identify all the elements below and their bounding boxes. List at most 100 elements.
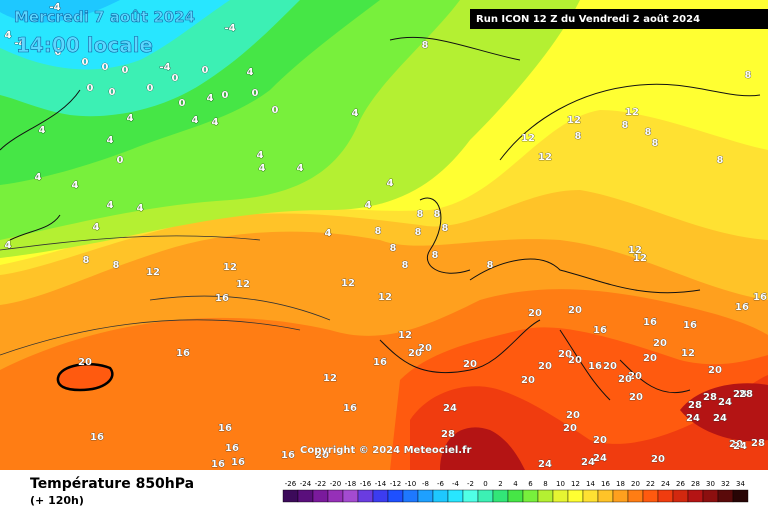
legend-swatch <box>402 489 419 503</box>
legend-label: 20 <box>631 480 640 488</box>
legend-swatch <box>687 489 704 503</box>
contour-label: 16 <box>215 293 229 304</box>
contour-label: 8 <box>575 131 582 142</box>
contour-label: 24 <box>443 403 457 414</box>
contour-label: 0 <box>252 88 259 99</box>
contour-label: 0 <box>55 47 62 58</box>
legend-label: 32 <box>721 480 730 488</box>
legend-swatch <box>312 489 329 503</box>
contour-label: 20 <box>729 439 743 450</box>
contour-label: 8 <box>402 260 409 271</box>
contour-label: 4 <box>93 222 100 233</box>
legend-label: 8 <box>543 480 547 488</box>
legend-swatch <box>522 489 539 503</box>
contour-label: 12 <box>223 262 237 273</box>
contour-label: 8 <box>717 155 724 166</box>
contour-label: 12 <box>538 152 552 163</box>
contour-label: 16 <box>343 403 357 414</box>
contour-label: 0 <box>147 83 154 94</box>
contour-label: 24 <box>718 397 732 408</box>
contour-label: 0 <box>122 65 129 76</box>
contour-label: 20 <box>538 361 552 372</box>
contour-label: 4 <box>107 200 114 211</box>
contour-label: 20 <box>566 410 580 421</box>
legend-swatch <box>342 489 359 503</box>
contour-label: 4 <box>297 163 304 174</box>
legend-label: -24 <box>300 480 312 488</box>
zone-minus <box>0 0 120 23</box>
contour-label: 4 <box>352 108 359 119</box>
contour-label: 16 <box>643 317 657 328</box>
contour-label: 0 <box>172 73 179 84</box>
contour-label: 4 <box>137 203 144 214</box>
legend-swatch <box>627 489 644 503</box>
legend-label: -12 <box>390 480 401 488</box>
contour-label: 28 <box>441 429 455 440</box>
contour-label: 16 <box>683 320 697 331</box>
legend-swatch <box>297 489 314 503</box>
legend-swatch <box>612 489 629 503</box>
legend-swatch <box>597 489 614 503</box>
time-text: 14:00 locale <box>16 33 153 57</box>
legend-label: 4 <box>513 480 518 488</box>
coastline <box>0 36 761 401</box>
contour-label: 16 <box>373 357 387 368</box>
isotherm <box>0 235 331 356</box>
contour-label: 8 <box>487 260 494 271</box>
legend-label: -18 <box>345 480 356 488</box>
contour-label: 0 <box>179 98 186 109</box>
legend-swatch <box>282 489 299 503</box>
legend-label: 18 <box>616 480 625 488</box>
contour-label: 4 <box>5 240 12 251</box>
contour-label: 20 <box>653 338 667 349</box>
legend-label: 16 <box>601 480 610 488</box>
contour-label: 8 <box>415 227 422 238</box>
contour-label: 0 <box>117 155 124 166</box>
legend-label: -6 <box>437 480 445 488</box>
contour-label: 16 <box>231 457 245 468</box>
contour-label: 16 <box>218 423 232 434</box>
contour-label: 20 <box>563 423 577 434</box>
contour-label: 4 <box>212 117 219 128</box>
contour-label: 20 <box>651 454 665 465</box>
contour-label: 4 <box>207 93 214 104</box>
legend-swatch <box>732 489 749 503</box>
contour-label: 8 <box>745 70 752 81</box>
contour-label: -4 <box>14 38 25 49</box>
contour-label: 16 <box>281 450 295 461</box>
contour-label: 12 <box>625 107 639 118</box>
contour-label: 16 <box>593 325 607 336</box>
contour-label: 28 <box>733 389 747 400</box>
footer-title: Température 850hPa <box>30 476 194 492</box>
legend-swatch <box>372 489 389 503</box>
contour-label: -4 <box>159 62 170 73</box>
legend-swatch <box>447 489 464 503</box>
legend-swatch <box>567 489 584 503</box>
legend-swatch <box>462 489 479 503</box>
legend-label: -20 <box>330 480 341 488</box>
contour-label: 4 <box>72 180 79 191</box>
legend-swatch <box>552 489 569 503</box>
contour-label: 24 <box>538 459 552 470</box>
contour-label: 8 <box>622 120 629 131</box>
legend-label: 14 <box>586 480 595 488</box>
contour-label: 16 <box>588 361 602 372</box>
contour-label: 8 <box>652 138 659 149</box>
contour-label: 28 <box>739 389 753 400</box>
contour-label: 12 <box>398 330 412 341</box>
legend-label: -4 <box>452 480 460 488</box>
contour-label: 20 <box>568 355 582 366</box>
legend-swatch <box>642 489 659 503</box>
contour-label: 16 <box>211 459 225 470</box>
contour-label: 4 <box>325 228 332 239</box>
contour-label: 12 <box>378 292 392 303</box>
contour-label: 4 <box>365 200 372 211</box>
footer-subtitle: (+ 120h) <box>30 494 84 507</box>
legend-swatch <box>432 489 449 503</box>
contour-label: 20 <box>643 353 657 364</box>
legend-label: 22 <box>646 480 655 488</box>
contour-label: 20 <box>521 375 535 386</box>
contour-label: 20 <box>568 305 582 316</box>
contour-label: 8 <box>390 243 397 254</box>
